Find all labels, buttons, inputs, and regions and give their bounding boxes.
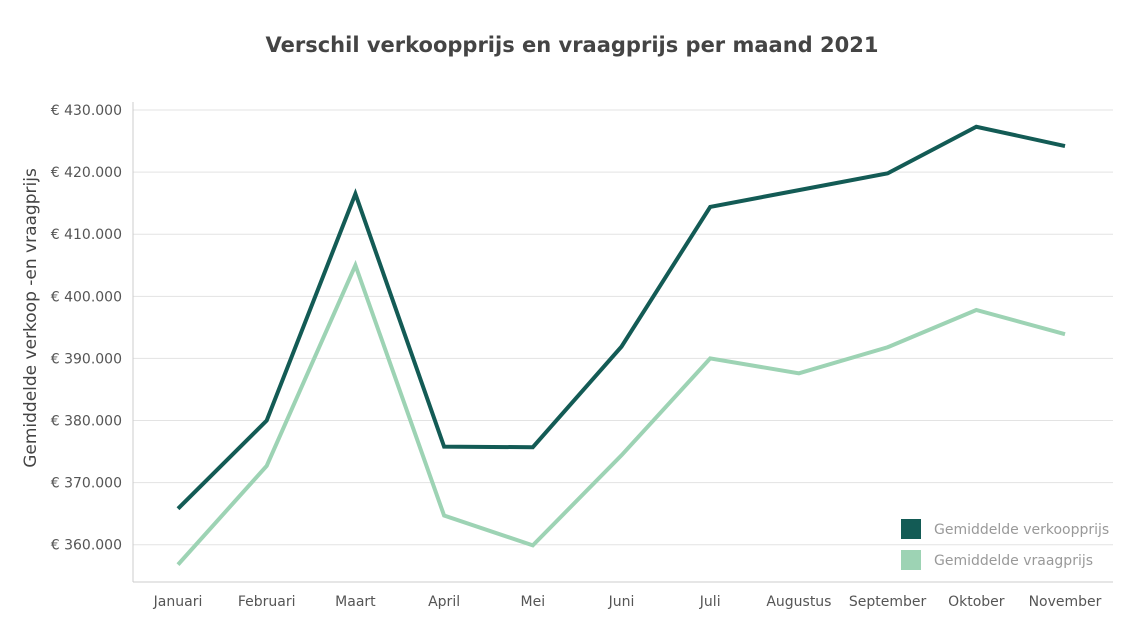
legend-swatch xyxy=(901,550,921,570)
x-tick-label: Oktober xyxy=(948,594,1005,610)
x-tick-label: November xyxy=(1029,594,1102,610)
y-tick-label: € 400.000 xyxy=(51,289,122,305)
legend-swatch xyxy=(901,519,921,539)
legend-label: Gemiddelde vraagprijs xyxy=(934,553,1093,569)
x-tick-label: September xyxy=(849,594,927,610)
x-tick-label: April xyxy=(428,594,460,610)
chart-title: Verschil verkoopprijs en vraagprijs per … xyxy=(266,33,879,57)
series-line-vraagprijs xyxy=(176,259,1066,566)
x-tick-label: Augustus xyxy=(766,594,831,610)
x-tick-label: Juli xyxy=(699,594,721,610)
x-tick-label: Februari xyxy=(238,594,296,610)
x-tick-label: Januari xyxy=(153,594,203,610)
series-line-verkoopprijs xyxy=(176,124,1066,511)
x-tick-label: Mei xyxy=(521,594,546,610)
y-tick-label: € 420.000 xyxy=(51,165,122,181)
y-tick-label: € 380.000 xyxy=(51,414,122,430)
y-tick-label: € 430.000 xyxy=(51,103,122,119)
y-tick-label: € 410.000 xyxy=(51,227,122,243)
legend-label: Gemiddelde verkoopprijs xyxy=(934,522,1109,538)
x-tick-label: Juni xyxy=(608,594,635,610)
y-tick-label: € 390.000 xyxy=(51,351,122,367)
y-axis-label: Gemiddelde verkoop -en vraagprijs xyxy=(21,168,41,468)
y-tick-label: € 370.000 xyxy=(51,476,122,492)
y-tick-label: € 360.000 xyxy=(51,538,122,554)
x-tick-label: Maart xyxy=(335,594,376,610)
